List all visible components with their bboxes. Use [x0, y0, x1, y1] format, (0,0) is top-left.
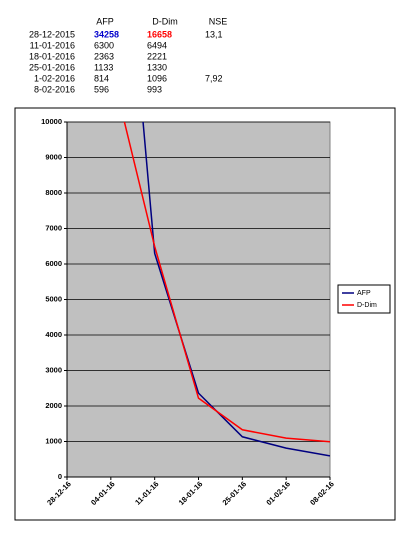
y-tick-label: 1000 — [45, 436, 62, 445]
table-cell: 596 — [94, 84, 109, 94]
table-cell: 2363 — [94, 51, 114, 61]
y-tick-label: 6000 — [45, 259, 62, 268]
y-tick-label: 4000 — [45, 330, 62, 339]
table-cell: 1330 — [147, 62, 167, 72]
y-tick-label: 2000 — [45, 401, 62, 410]
table-cell: 18-01-2016 — [29, 51, 75, 61]
table-cell: 6494 — [147, 40, 167, 50]
legend-label: AFP — [357, 290, 371, 297]
table-cell: 993 — [147, 84, 162, 94]
table-cell: 25-01-2016 — [29, 62, 75, 72]
y-tick-label: 7000 — [45, 223, 62, 232]
table-cell: 34258 — [94, 29, 119, 39]
y-tick-label: 8000 — [45, 188, 62, 197]
table-cell: 7,92 — [205, 73, 223, 83]
legend-label: D-Dim — [357, 302, 377, 309]
table-cell: 8-02-2016 — [34, 84, 75, 94]
y-tick-label: 3000 — [45, 365, 62, 374]
table-cell: 28-12-2015 — [29, 29, 75, 39]
y-tick-label: 0 — [58, 472, 62, 481]
plot-lines — [123, 122, 330, 457]
table-header: AFP — [96, 16, 114, 26]
table-cell: 814 — [94, 73, 109, 83]
table-header: D-Dim — [152, 16, 178, 26]
table-header: NSE — [209, 16, 228, 26]
legend-box — [337, 284, 391, 314]
table-cell: 13,1 — [205, 29, 223, 39]
y-tick-label: 10000 — [41, 117, 62, 126]
series-line — [142, 122, 330, 457]
table-cell: 1133 — [94, 62, 113, 72]
table-cell: 6300 — [94, 40, 114, 50]
table-cell: 2221 — [147, 51, 167, 61]
series-line — [123, 122, 330, 443]
table-cell: 1096 — [147, 73, 167, 83]
table-cell: 1-02-2016 — [34, 73, 75, 83]
y-tick-label: 9000 — [45, 152, 62, 161]
y-tick-label: 5000 — [45, 294, 62, 303]
table-cell: 11-01-2016 — [30, 40, 75, 50]
table-cell: 16658 — [147, 29, 172, 39]
